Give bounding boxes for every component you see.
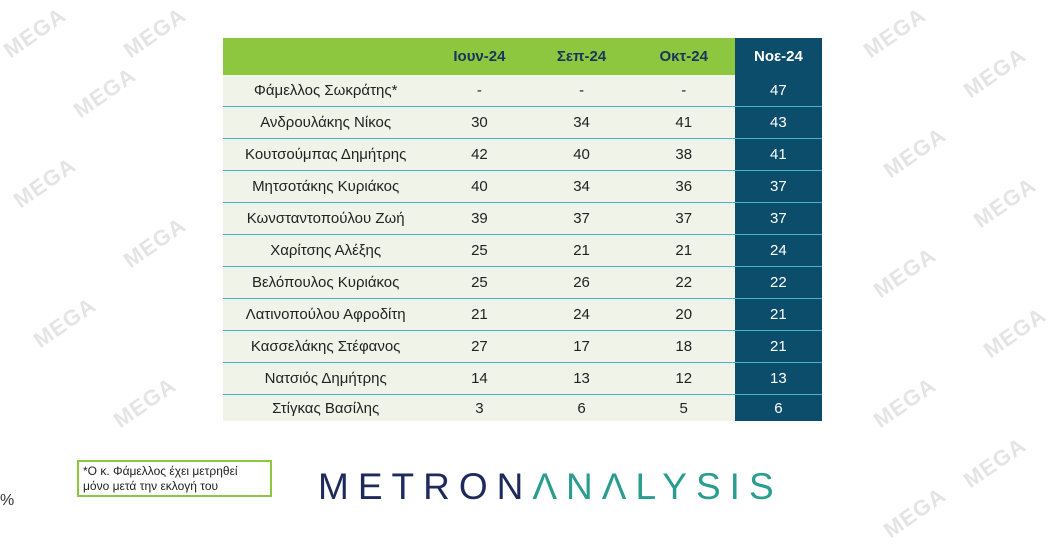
value-cell: 30 [428,106,531,139]
value-cell: 24 [530,298,633,331]
watermark: MEGA [68,62,141,123]
column-header: Ιουν-24 [428,38,531,75]
table-row: Βελόπουλος Κυριάκος 25 26 22 22 [223,266,822,299]
value-cell: 37 [734,202,822,235]
value-cell: 21 [632,234,735,267]
watermark: MEGA [28,292,101,353]
value-cell: 13 [530,362,633,395]
value-cell: 21 [734,298,822,331]
watermark: MEGA [108,372,181,433]
candidate-name: Νατσιός Δημήτρης [223,362,429,395]
percent-sign: % [0,492,15,509]
value-cell: 25 [428,266,531,299]
value-cell: 37 [734,170,822,203]
table-row: Ανδρουλάκης Νίκος 30 34 41 43 [223,106,822,139]
logo-part1: METRON [318,466,533,507]
table-row: Λατινοπούλου Αφροδίτη 21 24 20 21 [223,298,822,331]
header-blank [223,38,429,75]
table-row: Κουτσούμπας Δημήτρης 42 40 38 41 [223,138,822,171]
candidate-name: Λατινοπούλου Αφροδίτη [223,298,429,331]
watermark: MEGA [0,2,71,63]
value-cell: 34 [530,106,633,139]
value-cell: 5 [632,394,735,421]
value-cell: 22 [632,266,735,299]
candidate-name: Μητσοτάκης Κυριάκος [223,170,429,203]
watermark: MEGA [968,172,1041,233]
candidate-name: Ανδρουλάκης Νίκος [223,106,429,139]
value-cell: - [632,75,735,107]
watermark: MEGA [8,152,81,213]
value-cell: 40 [530,138,633,171]
value-cell: 26 [530,266,633,299]
value-cell: 12 [632,362,735,395]
table-row: Κωνσταντοπούλου Ζωή 39 37 37 37 [223,202,822,235]
value-cell: 21 [428,298,531,331]
candidate-name: Χαρίτσης Αλέξης [223,234,429,267]
value-cell: - [428,75,531,107]
candidate-name: Φάμελλος Σωκράτης* [223,75,429,107]
value-cell: 25 [428,234,531,267]
table-row: Στίγκας Βασίλης 3 6 5 6 [223,394,822,421]
header-row: Ιουν-24 Σεπ-24 Οκτ-24 Νοε-24 [223,38,822,75]
watermark: MEGA [878,482,951,543]
metron-analysis-logo: METRONΛNΛLYSIS [318,466,783,508]
value-cell: 41 [632,106,735,139]
value-cell: 17 [530,330,633,363]
value-cell: 36 [632,170,735,203]
value-cell: 39 [428,202,531,235]
poll-table: Ιουν-24 Σεπ-24 Οκτ-24 Νοε-24 Φάμελλος Σωκρά… [223,38,822,421]
watermark: MEGA [878,122,951,183]
watermark: MEGA [958,42,1031,103]
watermark: MEGA [118,212,191,273]
value-cell: 34 [530,170,633,203]
value-cell: 37 [530,202,633,235]
table-row: Κασσελάκης Στέφανος 27 17 18 21 [223,330,822,363]
value-cell: - [530,75,633,107]
value-cell: 13 [734,362,822,395]
footnote: *Ο κ. Φάμελλος έχει μετρηθεί μόνο μετά τ… [77,460,272,497]
value-cell: 24 [734,234,822,267]
value-cell: 22 [734,266,822,299]
value-cell: 21 [734,330,822,363]
watermark: MEGA [868,372,941,433]
candidate-name: Κουτσούμπας Δημήτρης [223,138,429,171]
column-header: Σεπ-24 [530,38,633,75]
column-header: Νοε-24 [734,38,822,75]
value-cell: 37 [632,202,735,235]
table-row: Χαρίτσης Αλέξης 25 21 21 24 [223,234,822,267]
table-row: Φάμελλος Σωκράτης* - - -47 [223,75,822,107]
candidate-name: Βελόπουλος Κυριάκος [223,266,429,299]
value-cell: 20 [632,298,735,331]
value-cell: 6 [734,394,822,421]
candidate-name: Στίγκας Βασίλης [223,394,429,421]
watermark: MEGA [118,2,191,63]
logo-part2: ΛNΛLYSIS [532,466,783,507]
value-cell: 3 [428,394,531,421]
value-cell: 21 [530,234,633,267]
table-row: Μητσοτάκης Κυριάκος 40 34 36 37 [223,170,822,203]
watermark: MEGA [978,302,1051,363]
value-cell: 18 [632,330,735,363]
watermark: MEGA [858,2,931,63]
value-cell: 42 [428,138,531,171]
watermark: MEGA [958,432,1031,493]
candidate-name: Κασσελάκης Στέφανος [223,330,429,363]
column-header: Οκτ-24 [632,38,735,75]
value-cell: 38 [632,138,735,171]
candidate-name: Κωνσταντοπούλου Ζωή [223,202,429,235]
value-cell: 40 [428,170,531,203]
value-cell: 47 [734,75,822,107]
value-cell: 43 [734,106,822,139]
value-cell: 6 [530,394,633,421]
value-cell: 14 [428,362,531,395]
value-cell: 27 [428,330,531,363]
value-cell: 41 [734,138,822,171]
watermark: MEGA [868,242,941,303]
table-row: Νατσιός Δημήτρης 14 13 12 13 [223,362,822,395]
